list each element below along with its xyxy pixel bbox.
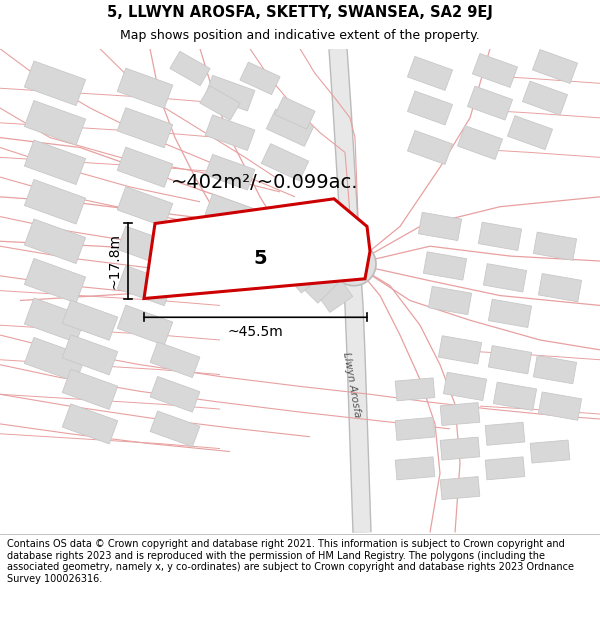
Polygon shape	[292, 209, 328, 244]
Polygon shape	[117, 305, 173, 345]
Polygon shape	[488, 346, 532, 374]
Text: ~402m²/~0.099ac.: ~402m²/~0.099ac.	[171, 173, 359, 191]
Polygon shape	[395, 457, 435, 480]
Polygon shape	[424, 252, 467, 280]
Polygon shape	[266, 109, 314, 146]
Polygon shape	[205, 76, 255, 111]
Polygon shape	[523, 81, 568, 115]
Text: Map shows position and indicative extent of the property.: Map shows position and indicative extent…	[120, 29, 480, 42]
Polygon shape	[262, 144, 308, 181]
Polygon shape	[532, 49, 578, 84]
Polygon shape	[25, 259, 86, 303]
Text: 5, LLWYN AROSFA, SKETTY, SWANSEA, SA2 9EJ: 5, LLWYN AROSFA, SKETTY, SWANSEA, SA2 9E…	[107, 4, 493, 19]
Polygon shape	[150, 376, 200, 412]
Text: 5: 5	[253, 249, 267, 268]
Polygon shape	[200, 86, 240, 120]
Text: Contains OS data © Crown copyright and database right 2021. This information is : Contains OS data © Crown copyright and d…	[7, 539, 574, 584]
Polygon shape	[205, 194, 255, 229]
Polygon shape	[488, 299, 532, 328]
Polygon shape	[25, 61, 86, 106]
Polygon shape	[407, 131, 452, 164]
Polygon shape	[538, 274, 581, 302]
Polygon shape	[62, 300, 118, 340]
Polygon shape	[117, 107, 173, 148]
Polygon shape	[150, 411, 200, 447]
Polygon shape	[117, 68, 173, 108]
Polygon shape	[62, 404, 118, 444]
Polygon shape	[428, 286, 472, 314]
Polygon shape	[538, 392, 581, 420]
Polygon shape	[25, 298, 86, 343]
Polygon shape	[407, 56, 452, 91]
Polygon shape	[117, 226, 173, 266]
Polygon shape	[508, 116, 553, 149]
Polygon shape	[117, 266, 173, 306]
Polygon shape	[62, 369, 118, 409]
Polygon shape	[117, 147, 173, 188]
Polygon shape	[457, 126, 503, 159]
Polygon shape	[493, 382, 536, 411]
Polygon shape	[533, 356, 577, 384]
Polygon shape	[439, 336, 482, 364]
Polygon shape	[395, 418, 435, 440]
Polygon shape	[25, 140, 86, 184]
Polygon shape	[317, 279, 353, 312]
Text: ~45.5m: ~45.5m	[227, 325, 283, 339]
Polygon shape	[472, 54, 518, 88]
Polygon shape	[443, 372, 487, 401]
Polygon shape	[440, 477, 480, 499]
Polygon shape	[302, 268, 338, 303]
Polygon shape	[205, 154, 255, 190]
Polygon shape	[478, 222, 521, 251]
Text: ~17.8m: ~17.8m	[108, 233, 122, 289]
Polygon shape	[150, 342, 200, 377]
Polygon shape	[205, 233, 255, 269]
Polygon shape	[275, 97, 315, 129]
Polygon shape	[240, 62, 280, 94]
Polygon shape	[467, 86, 512, 120]
Polygon shape	[533, 232, 577, 261]
Polygon shape	[485, 422, 525, 445]
Polygon shape	[25, 338, 86, 382]
Polygon shape	[440, 402, 480, 426]
Polygon shape	[530, 440, 570, 463]
Polygon shape	[287, 259, 323, 293]
Circle shape	[340, 250, 368, 278]
Polygon shape	[170, 51, 210, 86]
Polygon shape	[62, 335, 118, 375]
Circle shape	[332, 242, 376, 286]
Polygon shape	[395, 378, 435, 401]
Text: Llwyn Arosfa: Llwyn Arosfa	[341, 351, 362, 418]
Polygon shape	[144, 199, 370, 299]
Polygon shape	[205, 115, 255, 151]
Polygon shape	[25, 219, 86, 264]
Polygon shape	[484, 264, 527, 292]
Polygon shape	[307, 239, 343, 273]
Polygon shape	[407, 91, 452, 125]
Polygon shape	[418, 213, 461, 241]
Polygon shape	[485, 457, 525, 480]
Polygon shape	[117, 187, 173, 227]
Polygon shape	[25, 179, 86, 224]
Polygon shape	[440, 437, 480, 460]
Polygon shape	[25, 101, 86, 145]
